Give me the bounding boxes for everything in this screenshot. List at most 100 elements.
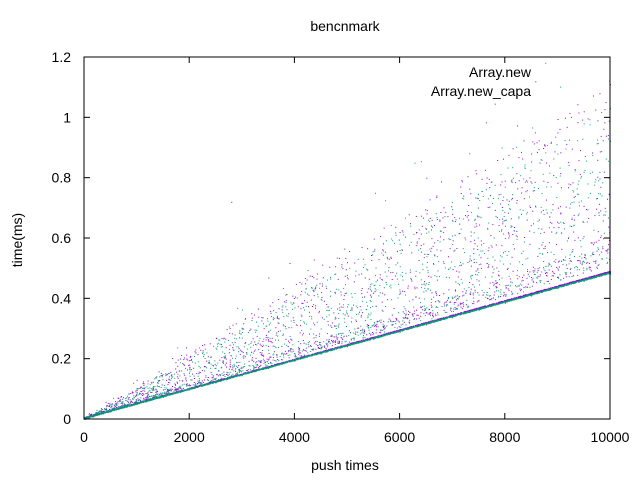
scatter-point-array-new	[566, 264, 568, 266]
scatter-point-array-new	[555, 286, 557, 288]
scatter-point-array-new-capa	[366, 339, 368, 341]
scatter-point-array-new-capa	[279, 363, 281, 365]
scatter-point-array-new	[492, 272, 494, 274]
scatter-point-array-new	[277, 330, 279, 332]
scatter-point-array-new	[571, 148, 573, 150]
scatter-point-array-new-capa	[145, 400, 147, 402]
scatter-point-array-new-capa	[208, 383, 210, 385]
scatter-point-array-new-capa	[337, 336, 339, 338]
scatter-point-array-new	[231, 201, 233, 203]
scatter-point-array-new-capa	[370, 333, 372, 335]
scatter-point-array-new	[204, 365, 206, 367]
scatter-point-array-new	[191, 359, 193, 361]
scatter-point-array-new	[382, 292, 384, 294]
scatter-point-array-new	[163, 394, 165, 396]
scatter-point-array-new	[431, 292, 433, 294]
scatter-point-array-new	[536, 151, 538, 153]
scatter-point-array-new	[344, 344, 346, 346]
scatter-point-array-new	[121, 402, 123, 404]
scatter-point-array-new	[335, 346, 337, 348]
scatter-point-array-new	[552, 270, 554, 272]
scatter-point-array-new	[152, 388, 154, 390]
scatter-point-array-new	[560, 279, 562, 281]
scatter-point-array-new	[405, 236, 407, 238]
scatter-point-array-new-capa	[311, 354, 313, 356]
scatter-point-array-new	[428, 275, 430, 277]
scatter-point-array-new	[253, 361, 255, 363]
scatter-point-array-new	[221, 338, 223, 339]
scatter-point-array-new	[122, 404, 124, 406]
scatter-point-array-new-capa	[299, 355, 301, 357]
scatter-point-array-new	[465, 304, 467, 306]
scatter-point-array-new	[289, 262, 291, 264]
scatter-point-array-new-capa	[157, 397, 159, 399]
scatter-point-array-new	[334, 292, 336, 294]
scatter-point-array-new-capa	[400, 324, 402, 326]
scatter-point-array-new	[120, 399, 122, 401]
scatter-point-array-new	[287, 346, 289, 348]
scatter-point-array-new	[161, 384, 163, 386]
scatter-point-array-new	[456, 308, 458, 310]
scatter-point-array-new	[227, 374, 229, 376]
scatter-point-array-new	[508, 233, 510, 235]
scatter-point-array-new	[476, 173, 478, 175]
scatter-point-array-new	[376, 279, 378, 281]
scatter-point-array-new-capa	[352, 332, 354, 334]
scatter-point-array-new	[229, 332, 231, 334]
scatter-point-array-new-capa	[258, 360, 259, 362]
scatter-point-array-new-capa	[178, 391, 180, 393]
scatter-point-array-new	[481, 178, 483, 180]
scatter-point-array-new-capa	[348, 345, 350, 347]
scatter-point-array-new-capa	[104, 411, 106, 413]
scatter-point-array-new	[368, 325, 370, 327]
scatter-point-array-new-capa	[179, 375, 181, 377]
scatter-point-array-new	[225, 347, 227, 349]
scatter-point-array-new	[105, 408, 107, 410]
scatter-point-array-new	[456, 247, 458, 249]
scatter-point-array-new	[300, 325, 302, 327]
scatter-point-array-new-capa	[283, 356, 285, 358]
scatter-point-array-new	[167, 384, 169, 386]
scatter-point-array-new-capa	[334, 316, 336, 318]
scatter-point-array-new	[315, 305, 317, 307]
scatter-point-array-new-capa	[227, 378, 229, 380]
scatter-point-array-new	[430, 304, 432, 306]
scatter-point-array-new	[262, 354, 264, 356]
scatter-point-array-new	[186, 347, 188, 349]
scatter-point-array-new-capa	[186, 388, 188, 390]
scatter-point-array-new	[603, 171, 605, 173]
scatter-point-array-new	[501, 230, 503, 232]
scatter-point-array-new	[347, 262, 348, 264]
scatter-point-array-new	[382, 249, 384, 251]
scatter-point-array-new	[202, 381, 204, 383]
scatter-point-array-new-capa	[231, 374, 233, 376]
scatter-point-array-new	[147, 392, 149, 394]
scatter-point-array-new	[235, 323, 237, 325]
scatter-point-array-new-capa	[94, 412, 96, 414]
scatter-point-array-new-capa	[186, 389, 188, 391]
scatter-point-array-new-capa	[124, 405, 126, 407]
scatter-point-array-new	[320, 345, 322, 347]
scatter-point-array-new-capa	[111, 410, 113, 412]
scatter-point-array-new	[222, 360, 224, 362]
scatter-point-array-new-capa	[328, 314, 330, 316]
scatter-point-array-new	[139, 386, 141, 388]
scatter-point-array-new	[551, 287, 553, 289]
scatter-point-array-new	[330, 335, 332, 337]
scatter-point-array-new-capa	[368, 329, 370, 331]
scatter-point-array-new-capa	[390, 224, 392, 226]
scatter-point-array-new	[366, 334, 368, 336]
scatter-point-array-new	[185, 384, 187, 386]
scatter-point-array-new	[317, 352, 319, 354]
scatter-point-array-new-capa	[124, 405, 126, 407]
scatter-point-array-new	[174, 387, 176, 389]
scatter-point-array-new	[361, 312, 363, 314]
scatter-point-array-new	[605, 250, 607, 252]
scatter-point-array-new-capa	[364, 332, 366, 334]
scatter-point-array-new-capa	[163, 395, 165, 397]
scatter-point-array-new	[530, 277, 532, 279]
scatter-point-array-new	[238, 348, 240, 350]
scatter-point-array-new	[494, 209, 496, 211]
scatter-point-array-new-capa	[278, 360, 280, 362]
scatter-point-array-new	[553, 286, 555, 288]
